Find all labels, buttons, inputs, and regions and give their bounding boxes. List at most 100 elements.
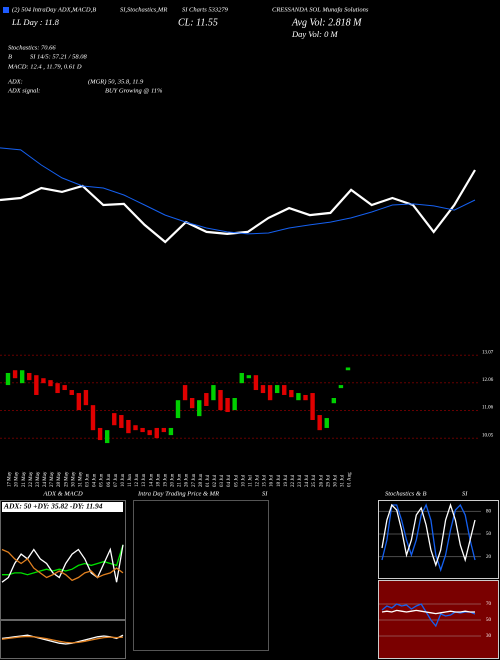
candle <box>303 394 308 401</box>
adx-panel <box>0 500 126 620</box>
series-line <box>1 634 124 645</box>
x-tick-label: 30 Jul <box>333 474 338 487</box>
candle <box>55 383 60 394</box>
x-tick-label: 11 Jun <box>128 473 133 487</box>
series-line <box>381 603 476 628</box>
x-tick-label: 26 Jul <box>319 474 324 487</box>
candle <box>218 390 223 411</box>
candle <box>41 378 46 384</box>
x-tick-label: 30 May <box>71 471 76 487</box>
intraday-panel <box>133 500 269 651</box>
x-tick-label: 19 Jul <box>284 474 289 487</box>
candle <box>267 385 273 401</box>
candle <box>19 370 25 384</box>
x-tick-label: 11 Jul <box>248 474 253 487</box>
candle <box>147 430 152 436</box>
x-tick-label: 20 May <box>15 471 20 487</box>
macd-value: MACD: 12.4 , 11.79, 0.61 D <box>7 63 82 70</box>
x-tick-label: 14 Jun <box>149 473 154 487</box>
candle <box>12 370 18 379</box>
adx-value: (MGR) 50, 35.8, 11.9 <box>88 78 144 85</box>
x-tick-label: 01 Jul <box>206 474 211 487</box>
candle <box>324 418 329 428</box>
candle <box>104 430 110 444</box>
avg-volume: Avg Vol: 2.818 M <box>291 17 362 28</box>
candle <box>317 415 322 431</box>
x-tick-label: 29 Jul <box>326 474 331 487</box>
panel-subtitle: ADX: 50 +DY: 35.82 -DY: 11.94 <box>3 502 103 511</box>
si-value: SI 14/5: 57.21 / 58.08 <box>30 53 87 60</box>
candle <box>83 390 89 406</box>
panel-title: Stochastics & B <box>385 490 427 497</box>
x-tick-label: 21 Jun <box>178 473 183 487</box>
x-tick-label: 24 May <box>43 471 48 487</box>
x-tick-label: 21 May <box>22 471 27 487</box>
candle <box>197 400 202 417</box>
x-tick-label: 24 Jul <box>305 474 310 487</box>
candle <box>175 400 181 419</box>
candle <box>27 372 32 381</box>
logo-square <box>3 7 9 13</box>
x-tick-label: 27 May <box>50 471 55 487</box>
panel-title: SI <box>462 490 468 497</box>
candle <box>133 425 138 431</box>
x-tick-label: 12 Jul <box>256 474 261 487</box>
x-tick-label: 04 Jul <box>227 474 232 487</box>
x-tick-label: 07 Jun <box>114 473 119 487</box>
x-tick-label: 17 May <box>8 471 13 487</box>
x-tick-label: 04 Jun <box>93 473 98 487</box>
macd-panel <box>0 620 126 659</box>
panel-title: ADX & MACD <box>42 490 83 497</box>
x-tick-label: 20 Jun <box>171 473 176 487</box>
candle <box>246 375 252 379</box>
x-tick-label: 18 Jun <box>156 473 161 487</box>
candle <box>253 375 259 391</box>
adx-signal-value: BUY Growing @ 11% <box>105 87 163 94</box>
x-tick-label: 31 Jul <box>341 474 346 487</box>
candle <box>296 393 301 401</box>
candle <box>161 427 167 433</box>
series-line <box>1 635 124 644</box>
y-tick-label: 70 <box>486 602 492 607</box>
candle <box>225 397 230 413</box>
b-label: B <box>8 53 12 60</box>
series-line <box>1 544 124 583</box>
candle <box>97 427 103 441</box>
y-tick-label: 12.06 <box>482 378 494 383</box>
candle <box>204 393 209 406</box>
y-tick-label: 10.05 <box>482 433 494 438</box>
candle <box>211 385 216 401</box>
header-title: SI,Stochastics,MR <box>120 6 167 13</box>
stochastics-value: Stochastics: 70.66 <box>8 44 56 51</box>
x-tick-label: 22 Jul <box>291 474 296 487</box>
x-tick-label: 15 Jul <box>263 474 268 487</box>
x-tick-label: 12 Jun <box>135 473 140 487</box>
adx-signal-label: ADX signal: <box>7 87 40 94</box>
subtitle-box <box>2 502 123 512</box>
x-tick-label: 10 Jul <box>241 474 246 487</box>
candle <box>119 415 124 428</box>
candle <box>338 385 344 389</box>
x-tick-label: 05 Jun <box>100 473 105 487</box>
candle <box>310 393 315 420</box>
x-tick-label: 01 Aug <box>348 472 353 487</box>
series-line <box>1 548 124 582</box>
x-tick-label: 22 May <box>29 471 34 487</box>
candle <box>182 385 188 401</box>
x-tick-label: 23 Jul <box>298 474 303 487</box>
candle <box>5 372 11 386</box>
candle <box>48 380 53 387</box>
series-line <box>381 503 476 573</box>
candle <box>112 413 117 426</box>
day-volume: Day Vol: 0 M <box>291 29 338 39</box>
header-title: SI Charts 533279 <box>182 6 229 13</box>
candle <box>69 390 74 395</box>
stochastics-panel <box>378 500 499 579</box>
candle <box>76 393 82 411</box>
candle <box>140 427 145 433</box>
x-tick-label: 27 Jun <box>192 473 197 487</box>
header-title: (2) 504 IntraDay ADX,MACD,B <box>12 6 96 13</box>
series-line <box>381 502 476 568</box>
candle <box>239 372 244 384</box>
candle <box>289 390 294 398</box>
